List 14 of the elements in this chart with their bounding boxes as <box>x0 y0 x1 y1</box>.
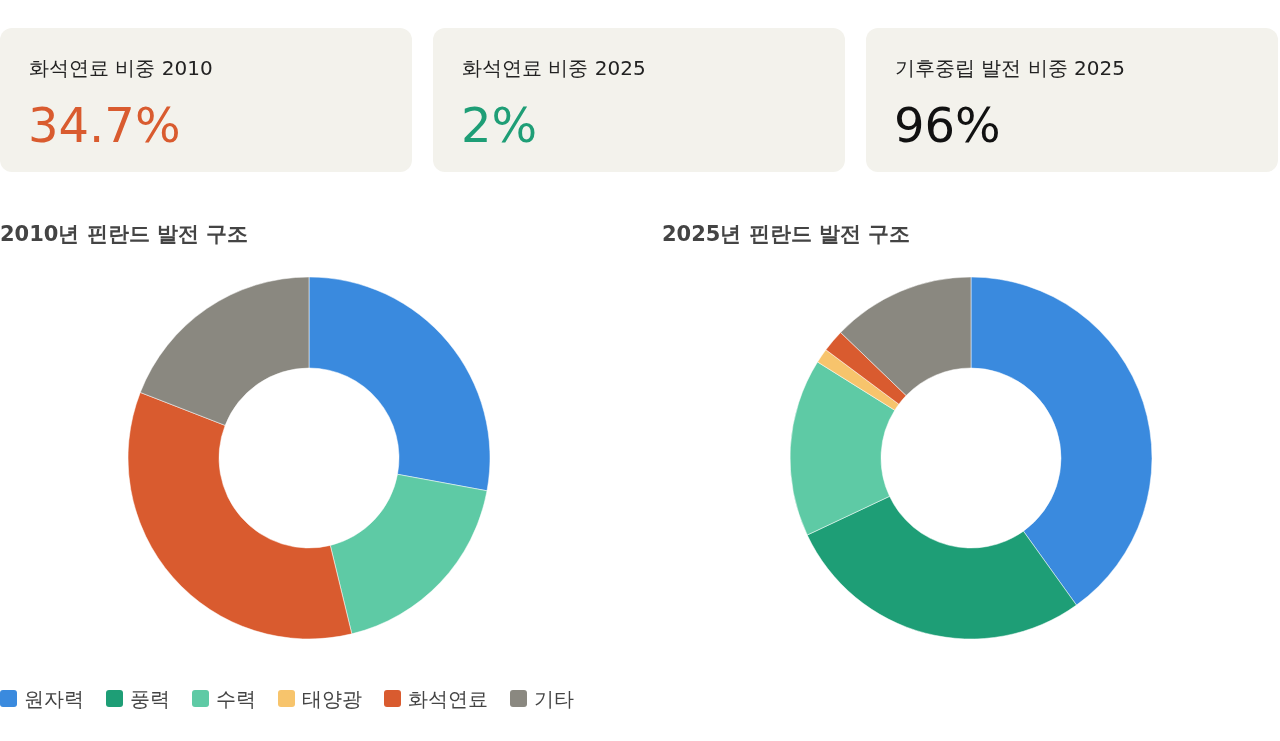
chart-title: 2025년 핀란드 발전 구조 <box>662 222 911 246</box>
legend-label: 수력 <box>216 687 256 711</box>
text: 96% <box>894 97 1001 153</box>
chart-title: 2010년 핀란드 발전 구조 <box>0 222 249 246</box>
legend-label: 화석연료 <box>408 687 488 711</box>
legend-label: 풍력 <box>130 687 170 711</box>
legend-label: 기타 <box>534 687 574 711</box>
legend-label: 원자력 <box>24 687 84 711</box>
text: 화석연료 비중 2010 <box>29 56 213 80</box>
text: 34.7% <box>28 97 181 153</box>
text: 기후중립 발전 비중 2025 <box>895 56 1125 80</box>
legend-label: 태양광 <box>302 687 362 711</box>
text: 화석연료 비중 2025 <box>462 56 646 80</box>
text: 2% <box>461 97 538 153</box>
